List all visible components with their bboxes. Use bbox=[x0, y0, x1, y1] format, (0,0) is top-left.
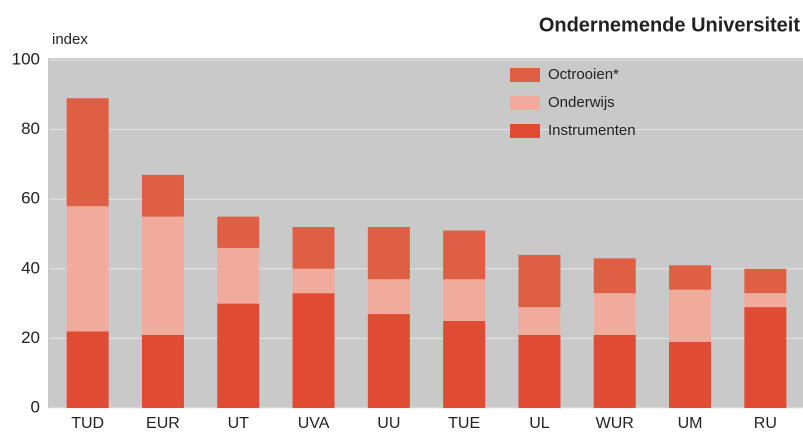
bar-segment bbox=[292, 227, 335, 269]
bar-segment bbox=[744, 307, 787, 408]
x-tick-label: UU bbox=[377, 415, 400, 432]
bar-segment bbox=[669, 341, 712, 408]
x-tick-label: EUR bbox=[146, 415, 180, 432]
bar-segment bbox=[367, 279, 410, 315]
y-tick-label: 20 bbox=[21, 328, 40, 347]
x-tick-label: UM bbox=[678, 415, 703, 432]
bar-segment bbox=[217, 216, 260, 248]
bar-segment bbox=[669, 289, 712, 342]
y-tick-label: 100 bbox=[12, 49, 40, 68]
legend-swatch bbox=[510, 96, 540, 110]
bar-segment bbox=[593, 334, 636, 408]
x-tick-label: UT bbox=[228, 415, 250, 432]
bar-segment bbox=[744, 268, 787, 294]
legend-swatch bbox=[510, 68, 540, 82]
bar-segment bbox=[141, 334, 184, 408]
legend-label: Onderwijs bbox=[548, 94, 615, 111]
bar-segment bbox=[217, 303, 260, 408]
bar-segment bbox=[217, 247, 260, 304]
x-tick-label: RU bbox=[754, 415, 777, 432]
bar-segment bbox=[367, 227, 410, 280]
bar-segment bbox=[443, 279, 486, 321]
bar-segment bbox=[669, 265, 712, 290]
bar-segment bbox=[66, 331, 109, 408]
y-tick-label: 40 bbox=[21, 258, 40, 277]
x-tick-label: TUE bbox=[448, 415, 480, 432]
x-tick-label: UL bbox=[529, 415, 550, 432]
bar-segment bbox=[443, 230, 486, 280]
chart-title: Ondernemende Universiteit bbox=[539, 14, 801, 36]
bar-segment bbox=[367, 314, 410, 408]
bar-segment bbox=[66, 206, 109, 332]
bar-segment bbox=[443, 321, 486, 408]
bar-segment bbox=[518, 307, 561, 335]
legend-label: Instrumenten bbox=[548, 122, 636, 139]
bar-segment bbox=[292, 268, 335, 294]
bar-segment bbox=[141, 216, 184, 335]
bar-segment bbox=[141, 174, 184, 217]
x-tick-label: UVA bbox=[298, 415, 330, 432]
bar-segment bbox=[593, 258, 636, 294]
y-tick-label: 60 bbox=[21, 189, 40, 208]
bar-segment bbox=[744, 293, 787, 308]
y-tick-label: 0 bbox=[31, 397, 40, 416]
bar-segment bbox=[518, 254, 561, 308]
bar-segment bbox=[593, 293, 636, 335]
legend-label: Octrooien* bbox=[548, 66, 619, 83]
bar-segment bbox=[292, 293, 335, 408]
bar-segment bbox=[66, 98, 109, 207]
legend-swatch bbox=[510, 124, 540, 138]
y-tick-label: 80 bbox=[21, 119, 40, 138]
x-tick-label: WUR bbox=[596, 415, 634, 432]
x-tick-label: TUD bbox=[71, 415, 104, 432]
y-axis-label: index bbox=[52, 31, 88, 48]
bar-segment bbox=[518, 334, 561, 408]
